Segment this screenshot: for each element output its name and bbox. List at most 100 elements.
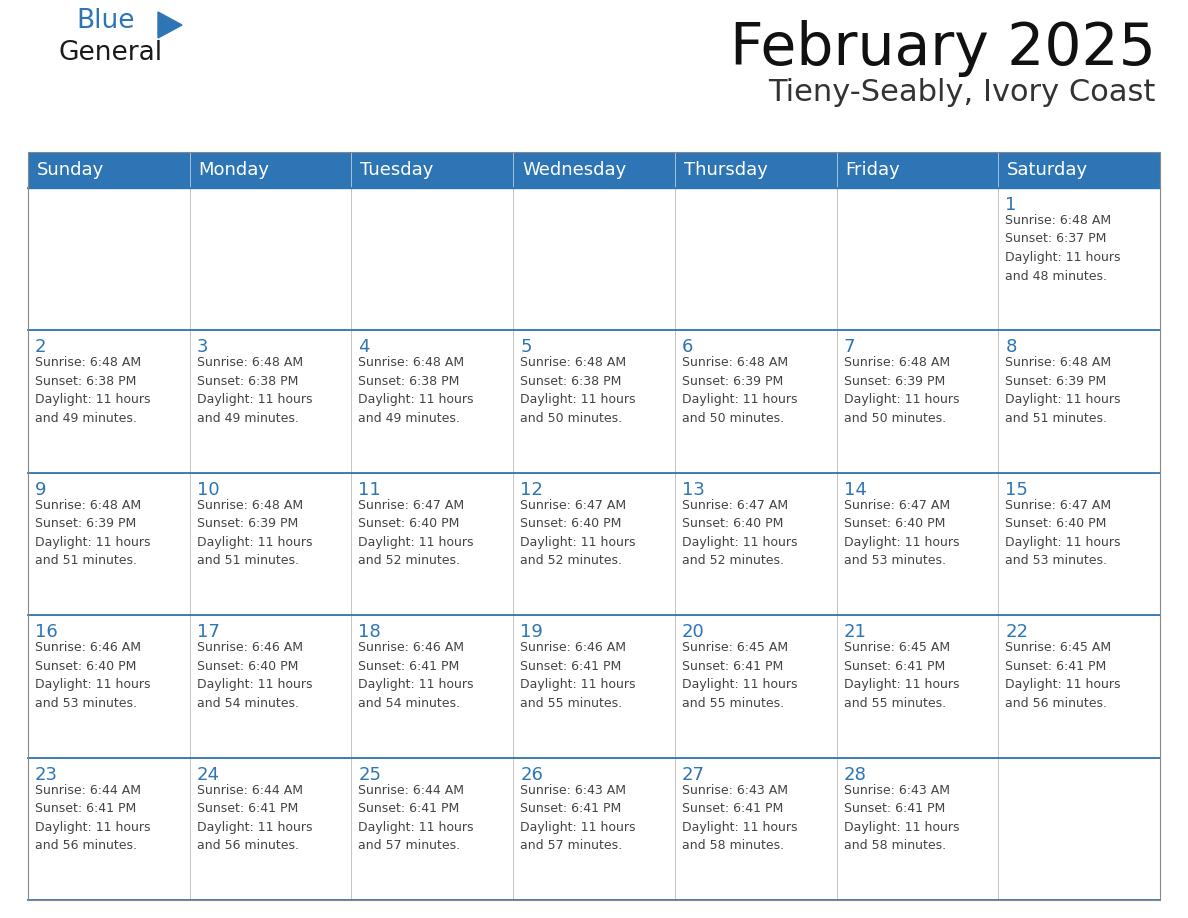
Text: 12: 12 <box>520 481 543 498</box>
Bar <box>190 757 352 900</box>
Text: Sunrise: 6:46 AM
Sunset: 6:40 PM
Daylight: 11 hours
and 54 minutes.: Sunrise: 6:46 AM Sunset: 6:40 PM Dayligh… <box>197 641 312 710</box>
Text: 20: 20 <box>682 623 704 641</box>
Bar <box>998 615 1159 757</box>
Text: 19: 19 <box>520 623 543 641</box>
Bar <box>836 152 998 188</box>
Text: 21: 21 <box>843 623 866 641</box>
Text: 1: 1 <box>1005 196 1017 214</box>
Bar <box>513 188 675 330</box>
Bar <box>29 330 190 473</box>
Text: Sunrise: 6:43 AM
Sunset: 6:41 PM
Daylight: 11 hours
and 58 minutes.: Sunrise: 6:43 AM Sunset: 6:41 PM Dayligh… <box>682 784 797 852</box>
Bar <box>190 473 352 615</box>
Text: 7: 7 <box>843 339 855 356</box>
Text: Sunrise: 6:46 AM
Sunset: 6:40 PM
Daylight: 11 hours
and 53 minutes.: Sunrise: 6:46 AM Sunset: 6:40 PM Dayligh… <box>34 641 151 710</box>
Text: 27: 27 <box>682 766 704 784</box>
Text: 22: 22 <box>1005 623 1029 641</box>
Text: Sunday: Sunday <box>37 161 105 179</box>
Text: Saturday: Saturday <box>1007 161 1088 179</box>
Text: Sunrise: 6:43 AM
Sunset: 6:41 PM
Daylight: 11 hours
and 58 minutes.: Sunrise: 6:43 AM Sunset: 6:41 PM Dayligh… <box>843 784 959 852</box>
Text: Sunrise: 6:48 AM
Sunset: 6:38 PM
Daylight: 11 hours
and 50 minutes.: Sunrise: 6:48 AM Sunset: 6:38 PM Dayligh… <box>520 356 636 425</box>
Text: 8: 8 <box>1005 339 1017 356</box>
Text: Monday: Monday <box>198 161 270 179</box>
Text: Sunrise: 6:45 AM
Sunset: 6:41 PM
Daylight: 11 hours
and 55 minutes.: Sunrise: 6:45 AM Sunset: 6:41 PM Dayligh… <box>682 641 797 710</box>
Text: 28: 28 <box>843 766 866 784</box>
Bar <box>675 473 836 615</box>
Bar <box>352 757 513 900</box>
Bar <box>190 152 352 188</box>
Text: Sunrise: 6:48 AM
Sunset: 6:39 PM
Daylight: 11 hours
and 51 minutes.: Sunrise: 6:48 AM Sunset: 6:39 PM Dayligh… <box>197 498 312 567</box>
Bar <box>836 330 998 473</box>
Text: 25: 25 <box>359 766 381 784</box>
Bar <box>675 330 836 473</box>
Text: Sunrise: 6:46 AM
Sunset: 6:41 PM
Daylight: 11 hours
and 54 minutes.: Sunrise: 6:46 AM Sunset: 6:41 PM Dayligh… <box>359 641 474 710</box>
Text: 3: 3 <box>197 339 208 356</box>
Text: Tieny-Seably, Ivory Coast: Tieny-Seably, Ivory Coast <box>769 78 1156 107</box>
Text: 2: 2 <box>34 339 46 356</box>
Bar <box>513 330 675 473</box>
Text: Sunrise: 6:48 AM
Sunset: 6:37 PM
Daylight: 11 hours
and 48 minutes.: Sunrise: 6:48 AM Sunset: 6:37 PM Dayligh… <box>1005 214 1120 283</box>
Bar <box>190 188 352 330</box>
Text: Sunrise: 6:45 AM
Sunset: 6:41 PM
Daylight: 11 hours
and 55 minutes.: Sunrise: 6:45 AM Sunset: 6:41 PM Dayligh… <box>843 641 959 710</box>
Bar <box>29 757 190 900</box>
Text: 26: 26 <box>520 766 543 784</box>
Bar <box>29 152 1159 900</box>
Bar <box>352 473 513 615</box>
Text: February 2025: February 2025 <box>731 20 1156 77</box>
Bar <box>513 152 675 188</box>
Text: Sunrise: 6:48 AM
Sunset: 6:38 PM
Daylight: 11 hours
and 49 minutes.: Sunrise: 6:48 AM Sunset: 6:38 PM Dayligh… <box>359 356 474 425</box>
Bar <box>998 330 1159 473</box>
Text: 13: 13 <box>682 481 704 498</box>
Bar <box>29 152 190 188</box>
Bar <box>998 152 1159 188</box>
Text: Sunrise: 6:47 AM
Sunset: 6:40 PM
Daylight: 11 hours
and 52 minutes.: Sunrise: 6:47 AM Sunset: 6:40 PM Dayligh… <box>682 498 797 567</box>
Bar <box>352 330 513 473</box>
Bar <box>675 152 836 188</box>
Text: Sunrise: 6:48 AM
Sunset: 6:39 PM
Daylight: 11 hours
and 51 minutes.: Sunrise: 6:48 AM Sunset: 6:39 PM Dayligh… <box>1005 356 1120 425</box>
Text: 18: 18 <box>359 623 381 641</box>
Text: Sunrise: 6:48 AM
Sunset: 6:39 PM
Daylight: 11 hours
and 51 minutes.: Sunrise: 6:48 AM Sunset: 6:39 PM Dayligh… <box>34 498 151 567</box>
Text: 24: 24 <box>197 766 220 784</box>
Bar <box>513 473 675 615</box>
Bar <box>836 757 998 900</box>
Bar <box>513 757 675 900</box>
Text: Wednesday: Wednesday <box>523 161 626 179</box>
Text: Sunrise: 6:44 AM
Sunset: 6:41 PM
Daylight: 11 hours
and 56 minutes.: Sunrise: 6:44 AM Sunset: 6:41 PM Dayligh… <box>197 784 312 852</box>
Bar <box>352 188 513 330</box>
Bar <box>29 188 190 330</box>
Bar <box>190 615 352 757</box>
Text: Sunrise: 6:47 AM
Sunset: 6:40 PM
Daylight: 11 hours
and 53 minutes.: Sunrise: 6:47 AM Sunset: 6:40 PM Dayligh… <box>843 498 959 567</box>
Text: 15: 15 <box>1005 481 1028 498</box>
Bar <box>998 188 1159 330</box>
Bar <box>513 615 675 757</box>
Text: Sunrise: 6:48 AM
Sunset: 6:38 PM
Daylight: 11 hours
and 49 minutes.: Sunrise: 6:48 AM Sunset: 6:38 PM Dayligh… <box>34 356 151 425</box>
Polygon shape <box>158 12 182 38</box>
Text: Blue: Blue <box>76 8 134 34</box>
Bar <box>190 330 352 473</box>
Text: Sunrise: 6:44 AM
Sunset: 6:41 PM
Daylight: 11 hours
and 57 minutes.: Sunrise: 6:44 AM Sunset: 6:41 PM Dayligh… <box>359 784 474 852</box>
Text: 4: 4 <box>359 339 369 356</box>
Text: Sunrise: 6:47 AM
Sunset: 6:40 PM
Daylight: 11 hours
and 52 minutes.: Sunrise: 6:47 AM Sunset: 6:40 PM Dayligh… <box>359 498 474 567</box>
Text: Thursday: Thursday <box>684 161 767 179</box>
Bar <box>675 615 836 757</box>
Text: 23: 23 <box>34 766 58 784</box>
Text: 11: 11 <box>359 481 381 498</box>
Text: 9: 9 <box>34 481 46 498</box>
Bar <box>29 473 190 615</box>
Bar <box>675 188 836 330</box>
Text: Sunrise: 6:46 AM
Sunset: 6:41 PM
Daylight: 11 hours
and 55 minutes.: Sunrise: 6:46 AM Sunset: 6:41 PM Dayligh… <box>520 641 636 710</box>
Text: 6: 6 <box>682 339 694 356</box>
Bar <box>836 473 998 615</box>
Text: Friday: Friday <box>846 161 901 179</box>
Text: 17: 17 <box>197 623 220 641</box>
Bar <box>836 615 998 757</box>
Bar <box>836 188 998 330</box>
Text: Sunrise: 6:47 AM
Sunset: 6:40 PM
Daylight: 11 hours
and 52 minutes.: Sunrise: 6:47 AM Sunset: 6:40 PM Dayligh… <box>520 498 636 567</box>
Text: Sunrise: 6:47 AM
Sunset: 6:40 PM
Daylight: 11 hours
and 53 minutes.: Sunrise: 6:47 AM Sunset: 6:40 PM Dayligh… <box>1005 498 1120 567</box>
Text: General: General <box>58 40 162 66</box>
Bar <box>352 152 513 188</box>
Text: 14: 14 <box>843 481 866 498</box>
Bar <box>998 473 1159 615</box>
Text: 10: 10 <box>197 481 220 498</box>
Bar <box>352 615 513 757</box>
Text: 16: 16 <box>34 623 58 641</box>
